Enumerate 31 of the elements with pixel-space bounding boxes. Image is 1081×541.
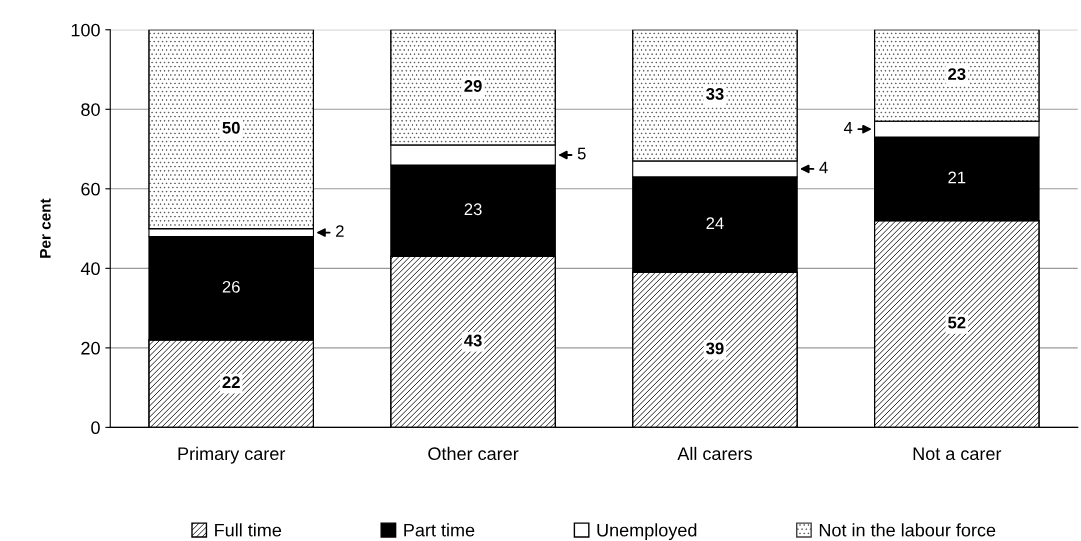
data-label: 23 xyxy=(948,68,966,80)
data-label: 22 xyxy=(222,376,240,388)
x-tick-label: Primary carer xyxy=(178,446,286,464)
data-label: 24 xyxy=(706,217,724,229)
legend-label: Unemployed xyxy=(597,523,697,541)
data-label: 2 xyxy=(336,225,344,237)
x-tick-label: Not a carer xyxy=(913,447,1002,461)
x-tick-label: Other carer xyxy=(428,446,519,461)
legend-label: Full time xyxy=(215,523,282,537)
data-label: 26 xyxy=(222,280,240,293)
y-tick-label: 40 xyxy=(80,262,100,276)
y-tick-label: 20 xyxy=(81,341,100,355)
data-label: 21 xyxy=(948,171,966,184)
y-tick-label: 0 xyxy=(91,421,100,435)
y-tick-label: 80 xyxy=(81,103,100,116)
y-tick-label: 60 xyxy=(81,182,100,196)
legend-label: Not in the labour force xyxy=(819,523,996,537)
data-label: 4 xyxy=(843,122,853,134)
data-label: 29 xyxy=(464,80,482,92)
data-label: 39 xyxy=(706,342,724,355)
data-label: 33 xyxy=(706,88,724,100)
x-tick-label: All carers xyxy=(677,446,752,461)
data-label: 52 xyxy=(948,316,966,329)
y-axis-title: Per cent xyxy=(40,198,51,258)
data-label: 23 xyxy=(464,203,482,216)
data-label: 5 xyxy=(577,147,586,160)
legend-label: Part time xyxy=(404,523,475,537)
data-label: 43 xyxy=(464,334,482,347)
data-label: 50 xyxy=(222,121,240,134)
y-tick-label: 100 xyxy=(71,23,100,37)
data-label: 4 xyxy=(819,161,828,174)
